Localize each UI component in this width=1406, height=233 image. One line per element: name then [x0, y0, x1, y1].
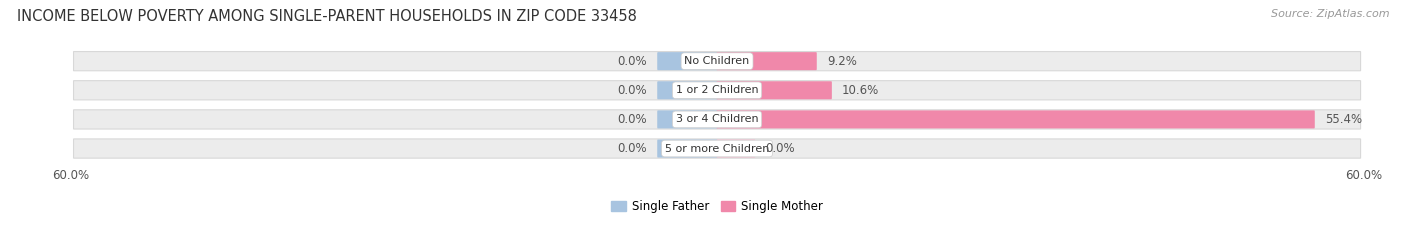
Text: 55.4%: 55.4%: [1324, 113, 1362, 126]
Text: 3 or 4 Children: 3 or 4 Children: [676, 114, 758, 124]
FancyBboxPatch shape: [717, 81, 832, 99]
FancyBboxPatch shape: [73, 139, 1361, 158]
FancyBboxPatch shape: [717, 52, 817, 70]
Legend: Single Father, Single Mother: Single Father, Single Mother: [607, 195, 827, 218]
Text: INCOME BELOW POVERTY AMONG SINGLE-PARENT HOUSEHOLDS IN ZIP CODE 33458: INCOME BELOW POVERTY AMONG SINGLE-PARENT…: [17, 9, 637, 24]
Text: No Children: No Children: [685, 56, 749, 66]
FancyBboxPatch shape: [717, 140, 755, 158]
Text: 1 or 2 Children: 1 or 2 Children: [676, 85, 758, 95]
FancyBboxPatch shape: [73, 81, 1361, 100]
FancyBboxPatch shape: [657, 52, 717, 70]
Text: 0.0%: 0.0%: [617, 55, 647, 68]
Text: Source: ZipAtlas.com: Source: ZipAtlas.com: [1271, 9, 1389, 19]
FancyBboxPatch shape: [657, 140, 717, 158]
FancyBboxPatch shape: [73, 110, 1361, 129]
FancyBboxPatch shape: [717, 110, 1315, 128]
FancyBboxPatch shape: [657, 81, 717, 99]
FancyBboxPatch shape: [73, 51, 1361, 71]
Text: 0.0%: 0.0%: [617, 113, 647, 126]
Text: 10.6%: 10.6%: [842, 84, 879, 97]
Text: 0.0%: 0.0%: [617, 84, 647, 97]
FancyBboxPatch shape: [657, 110, 717, 128]
Text: 0.0%: 0.0%: [617, 142, 647, 155]
Text: 0.0%: 0.0%: [765, 142, 796, 155]
Text: 9.2%: 9.2%: [827, 55, 856, 68]
Text: 5 or more Children: 5 or more Children: [665, 144, 769, 154]
